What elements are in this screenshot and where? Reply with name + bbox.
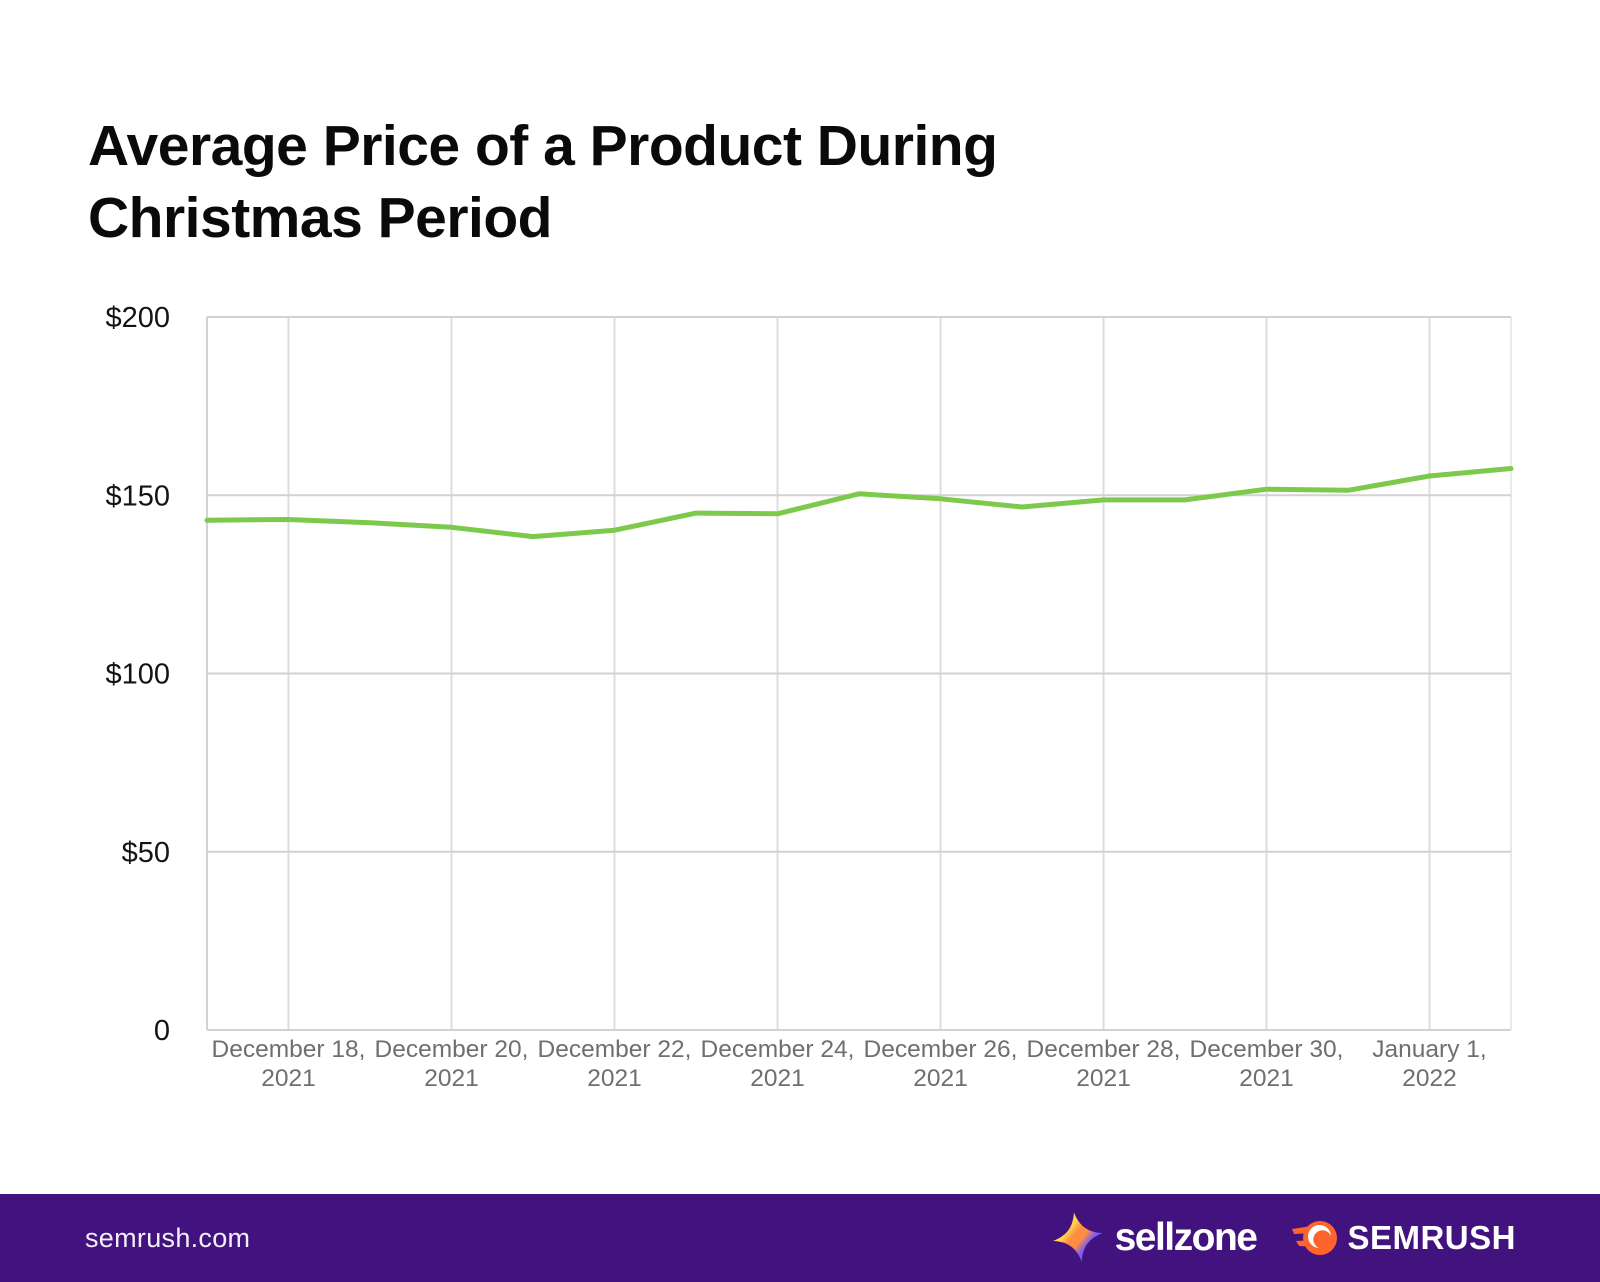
x-axis-tick-label-year: 2021 [587,1065,642,1092]
x-axis-tick-label-year: 2022 [1402,1065,1457,1092]
x-axis-tick-label-year: 2021 [913,1065,968,1092]
x-axis-tick-label: December 20, [375,1036,529,1063]
y-axis-tick-label: $50 [122,837,170,869]
y-axis-tick-label: 0 [154,1015,170,1047]
semrush-flame-icon [1292,1221,1338,1255]
y-axis-tick-label: $150 [105,480,170,512]
x-axis-tick-label: December 22, [538,1036,692,1063]
footer-website-text: semrush.com [85,1222,251,1253]
sellzone-star-icon [1052,1212,1103,1262]
sellzone-logo-text: sellzone [1114,1216,1258,1259]
page-title: Average Price of a Product During Christ… [88,110,1288,254]
y-axis-tick-label: $100 [105,659,170,691]
y-axis-tick-label: $200 [105,302,170,334]
x-axis-tick-label: December 28, [1027,1036,1181,1063]
x-axis-tick-label-year: 2021 [750,1065,805,1092]
footer-brand-logos: sellzone SEMRUSH [1051,1210,1516,1266]
x-axis-tick-label-year: 2021 [1239,1065,1294,1092]
x-axis-tick-label: December 24, [701,1036,855,1063]
price-line-series [204,466,1514,540]
chart-area: $200 $150 $100 $50 0 December 18, 2021 December… [105,302,1514,1092]
x-axis-tick-label: January 1, [1372,1036,1486,1063]
semrush-logo-text: SEMRUSH [1347,1219,1516,1256]
x-axis-tick-label: December 18, [212,1036,366,1063]
x-axis-tick-label: December 26, [864,1036,1018,1063]
x-axis-tick-label-year: 2021 [1076,1065,1131,1092]
x-axis-tick-label-year: 2021 [424,1065,479,1092]
page-title-line2: Christmas Period [88,186,552,251]
x-axis-tick-label: December 30, [1190,1036,1344,1063]
page-title-line1: Average Price of a Product During [88,114,998,179]
footer-bar: semrush.com sellzone [0,1194,1600,1282]
x-axis-tick-label-year: 2021 [261,1065,316,1092]
